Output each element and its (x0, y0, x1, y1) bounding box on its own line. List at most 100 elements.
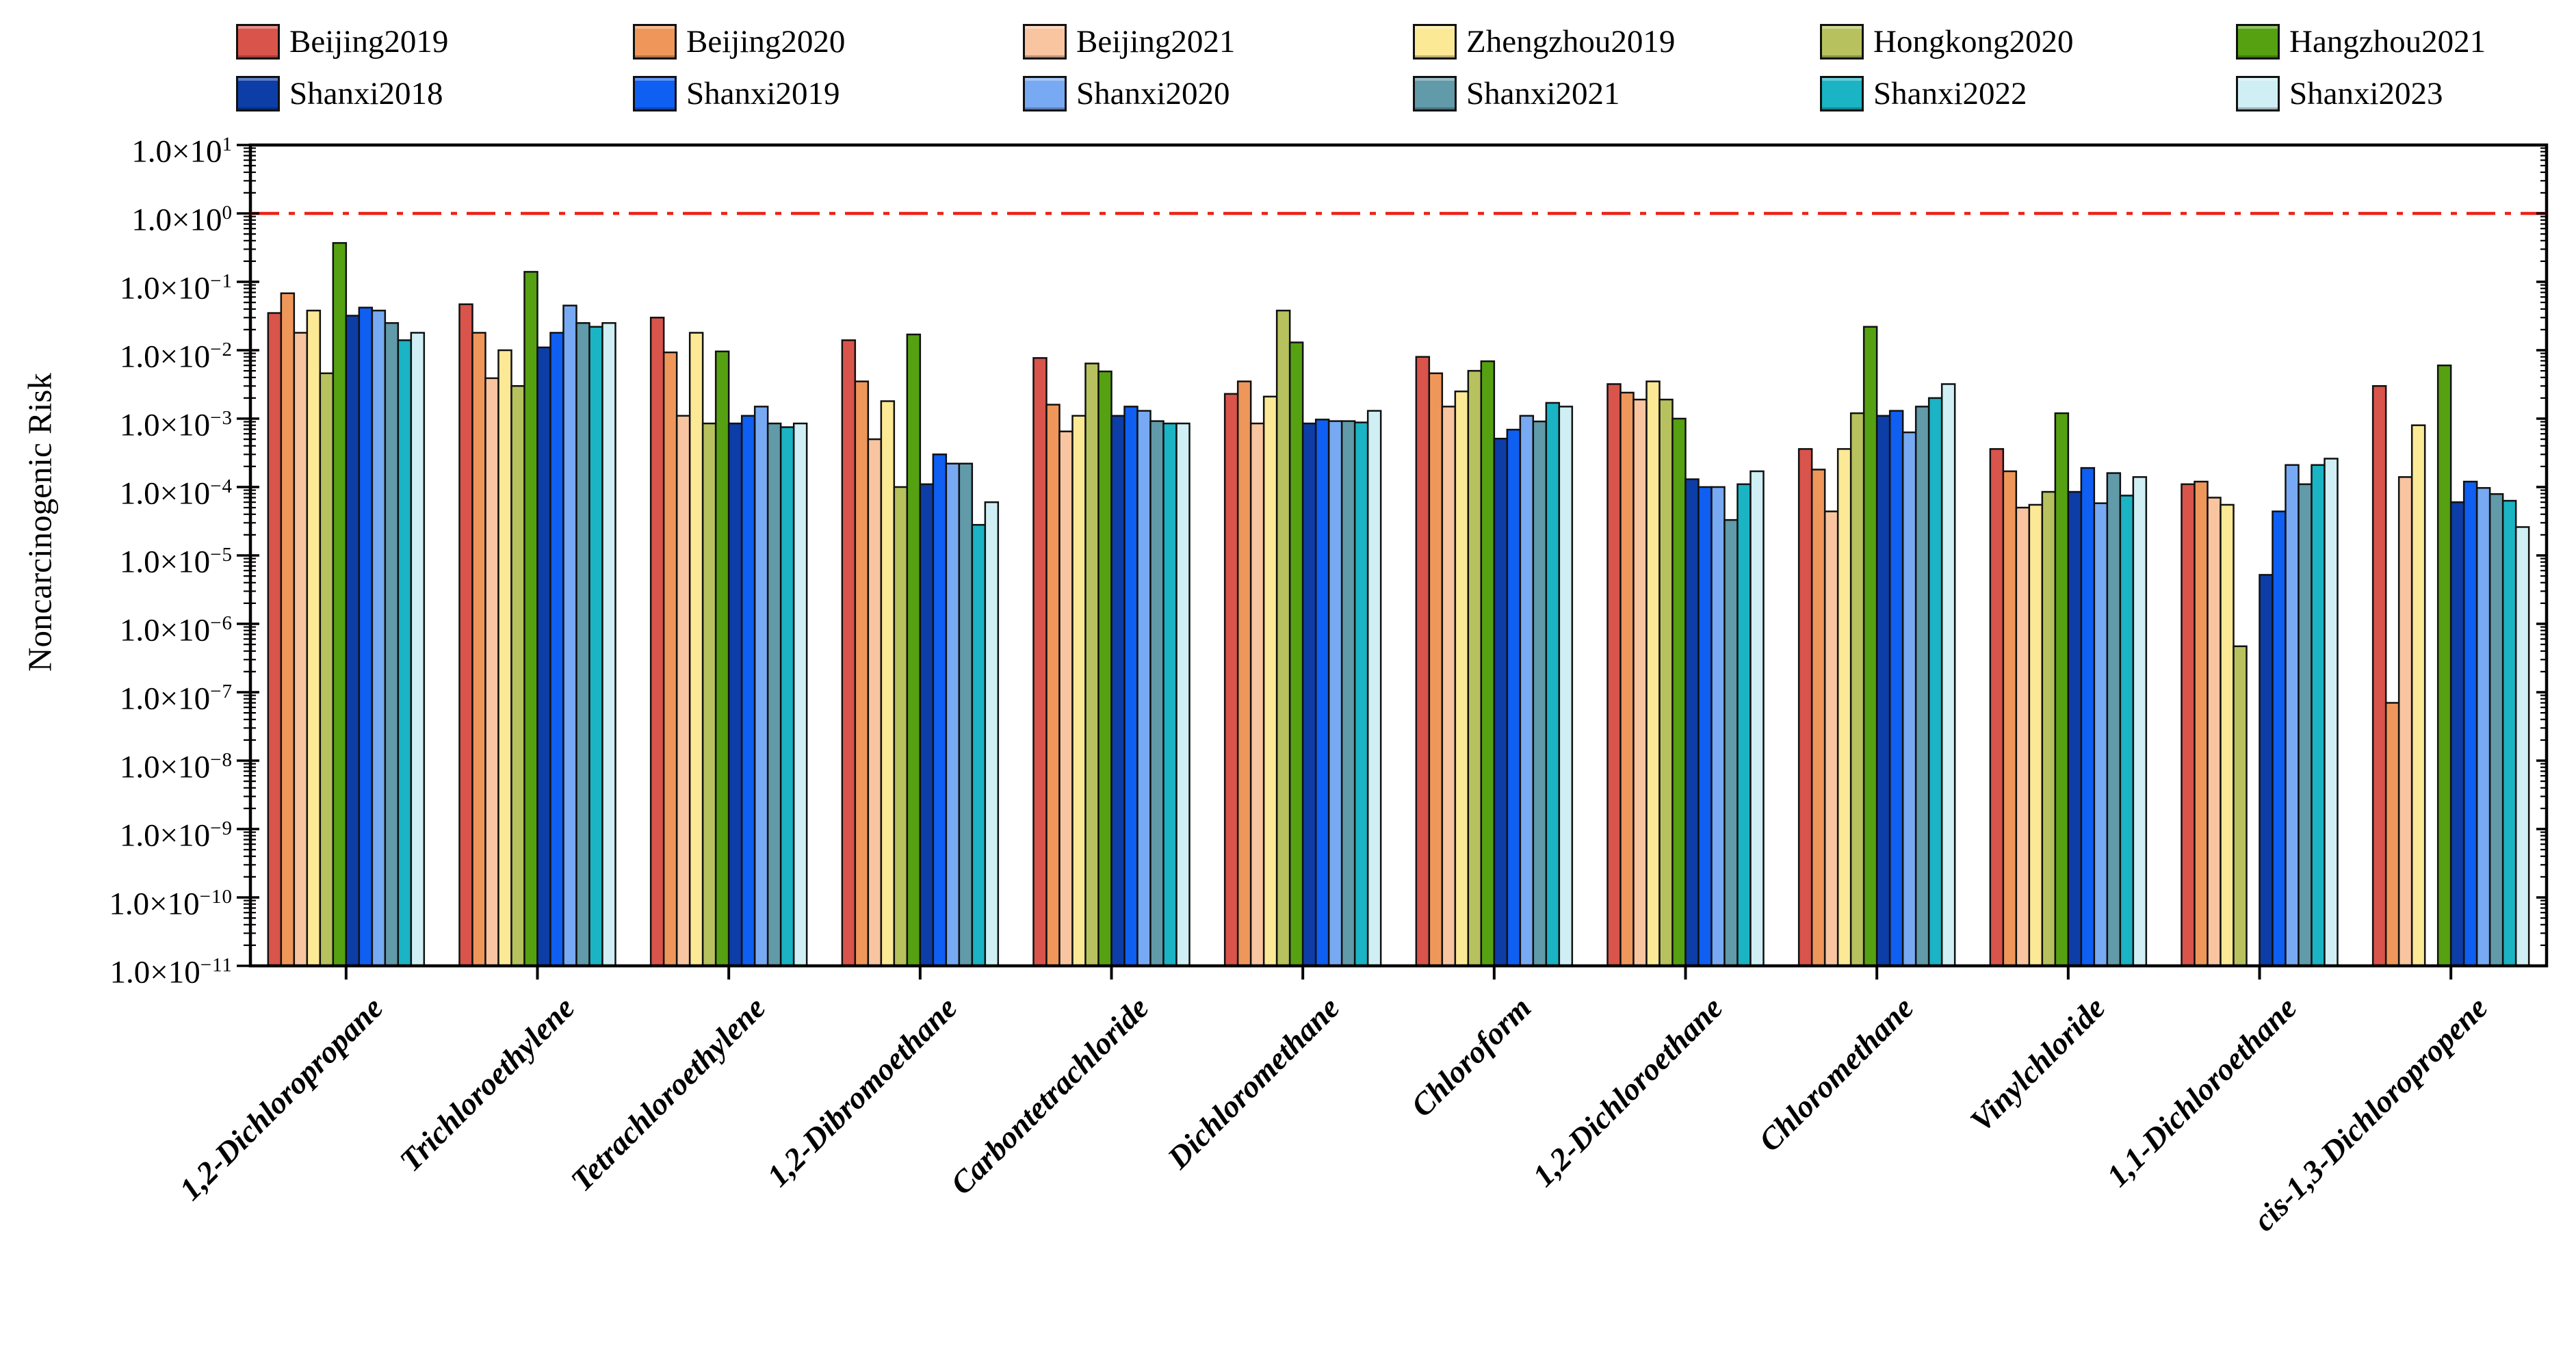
legend-item-Hongkong2020: Hongkong2020 (1820, 23, 2073, 60)
legend-swatch (2236, 76, 2280, 111)
legend-swatch (1413, 24, 1457, 60)
legend-item-Zhengzhou2019: Zhengzhou2019 (1413, 23, 1675, 60)
bar-Hangzhou2021-4 (1097, 370, 1113, 967)
page: { "chart_data": { "type": "bar", "y_scal… (21, 23, 2549, 1238)
bar-Shanxi2023-3 (984, 501, 1000, 967)
bar-Hangzhou2021-3 (906, 333, 922, 967)
legend-label: Beijing2021 (1076, 24, 1236, 60)
y-tick-label: 1.0×10−10 (109, 886, 233, 922)
legend-swatch (1023, 24, 1067, 60)
bar-Shanxi2022-8 (1927, 397, 1943, 967)
bar-Beijing2020-11 (2384, 702, 2400, 967)
bar-Shanxi2019-2 (740, 415, 756, 967)
bar-Hongkong2020-8 (1849, 412, 1865, 967)
legend-swatch (1820, 76, 1864, 111)
bar-Shanxi2022-6 (1545, 402, 1561, 967)
bar-Hongkong2020-3 (893, 486, 909, 967)
bar-Shanxi2022-5 (1353, 421, 1369, 967)
bar-Beijing2021-8 (1823, 510, 1839, 967)
bar-Beijing2019-2 (649, 317, 665, 967)
legend-item-Shanxi2021: Shanxi2021 (1413, 75, 1620, 112)
bar-Shanxi2023-8 (1940, 383, 1956, 967)
bar-Zhengzhou2019-7 (1645, 380, 1661, 967)
legend-label: Zhengzhou2019 (1466, 24, 1676, 60)
bar-Beijing2019-6 (1415, 356, 1431, 967)
bar-Beijing2020-5 (1236, 380, 1252, 967)
bar-Beijing2020-10 (2194, 480, 2209, 967)
legend-item-Shanxi2018: Shanxi2018 (236, 75, 443, 112)
bar-Hangzhou2021-8 (1862, 326, 1878, 967)
bar-Shanxi2021-4 (1149, 420, 1165, 967)
bar-Beijing2021-0 (293, 332, 309, 967)
bar-Shanxi2022-1 (588, 326, 603, 967)
bar-Shanxi2019-3 (932, 454, 948, 967)
bar-Shanxi2023-5 (1366, 410, 1382, 967)
legend-label: Beijing2019 (289, 24, 449, 60)
bar-Beijing2020-6 (1428, 372, 1444, 967)
legend-label: Shanxi2021 (1466, 76, 1620, 111)
bar-Shanxi2019-10 (2272, 510, 2287, 967)
bar-Shanxi2021-2 (766, 422, 782, 967)
bar-Shanxi2020-1 (562, 304, 577, 967)
legend-label: Beijing2020 (686, 24, 846, 60)
risk-bar-chart-figure: Noncarcinogenic Risk 1.0×101 1.0×100 1.0×1… (21, 23, 2549, 1238)
bar-Hongkong2020-0 (319, 372, 335, 967)
legend-item-Hangzhou2021: Hangzhou2021 (2236, 23, 2486, 60)
bar-Beijing2019-10 (2181, 483, 2196, 967)
bar-Hongkong2020-6 (1467, 369, 1483, 967)
bar-Beijing2019-5 (1223, 393, 1239, 967)
y-tick-label: 1.0×10−2 (119, 339, 233, 375)
bar-Shanxi2020-7 (1710, 486, 1726, 967)
legend-item-Shanxi2020: Shanxi2020 (1023, 75, 1230, 112)
y-tick-label: 1.0×10−8 (119, 749, 233, 785)
bar-Beijing2021-11 (2397, 476, 2413, 967)
legend-swatch (236, 24, 280, 60)
legend-item-Beijing2019: Beijing2019 (236, 23, 448, 60)
bar-Shanxi2019-6 (1506, 428, 1522, 967)
bar-Shanxi2018-7 (1684, 478, 1700, 967)
bar-Shanxi2021-0 (384, 321, 400, 967)
bar-Beijing2019-4 (1032, 357, 1048, 967)
bar-Shanxi2020-11 (2475, 487, 2491, 967)
bar-Hongkong2020-10 (2233, 645, 2248, 967)
bar-Beijing2021-9 (2015, 506, 2031, 967)
bar-Shanxi2018-6 (1493, 437, 1509, 967)
bar-Hongkong2020-2 (701, 422, 717, 967)
legend-item-Beijing2020: Beijing2020 (633, 23, 845, 60)
bar-Shanxi2023-6 (1558, 406, 1574, 967)
bar-Shanxi2021-1 (575, 321, 590, 967)
bar-Hangzhou2021-5 (1288, 341, 1304, 967)
bar-Shanxi2021-10 (2298, 483, 2313, 967)
y-tick-label: 1.0×10−3 (119, 407, 233, 443)
bar-Shanxi2021-9 (2106, 472, 2122, 967)
y-tick-label: 1.0×10−4 (119, 475, 233, 512)
bar-Shanxi2023-9 (2132, 476, 2148, 967)
legend-label: Shanxi2020 (1076, 76, 1230, 111)
bar-Beijing2021-4 (1058, 430, 1074, 967)
y-tick-label: 1.0×100 (131, 202, 233, 238)
bar-Hongkong2020-7 (1658, 398, 1674, 967)
legend-swatch (633, 24, 677, 60)
bar-Beijing2019-9 (1989, 448, 2005, 967)
bar-Shanxi2020-2 (753, 406, 769, 967)
bar-Beijing2021-2 (675, 415, 691, 967)
y-tick-label: 1.0×10−7 (119, 681, 233, 717)
legend-swatch (236, 76, 280, 111)
legend-label: Shanxi2019 (686, 76, 840, 111)
bar-Shanxi2022-2 (779, 426, 795, 967)
bar-Shanxi2018-5 (1301, 422, 1317, 967)
legend-item-Shanxi2023: Shanxi2023 (2236, 75, 2443, 112)
bar-Shanxi2022-9 (2119, 495, 2135, 967)
bar-Shanxi2020-8 (1901, 431, 1917, 967)
bar-Beijing2019-0 (267, 312, 283, 967)
bar-Shanxi2023-11 (2514, 526, 2530, 967)
bar-Hangzhou2021-2 (714, 350, 730, 967)
legend-swatch (1413, 76, 1457, 111)
bar-Hangzhou2021-1 (523, 271, 538, 967)
legend-swatch (2236, 24, 2280, 60)
bar-Shanxi2022-4 (1162, 422, 1178, 967)
bar-Shanxi2023-2 (792, 422, 808, 967)
bar-Shanxi2018-10 (2259, 574, 2274, 967)
bar-Shanxi2022-10 (2311, 464, 2326, 967)
bar-Beijing2019-3 (841, 339, 857, 967)
